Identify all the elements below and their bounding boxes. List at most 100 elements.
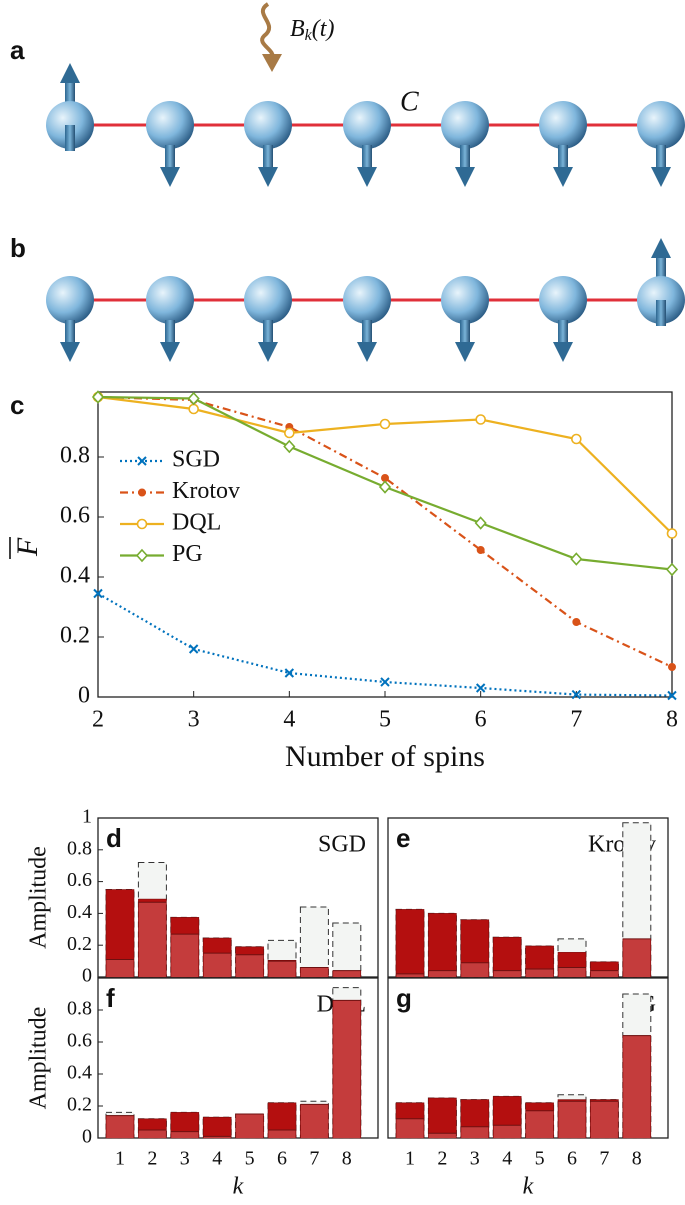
bar-level-fill: [300, 967, 328, 977]
bar-level: [138, 901, 167, 977]
marker-shape: [475, 683, 486, 693]
marker-shape: [667, 690, 677, 701]
bar-level-fill: [428, 970, 456, 977]
x-tick-label: 5: [379, 707, 391, 733]
marker: [284, 668, 295, 678]
y-tick-label: 0.6: [67, 869, 92, 891]
y-tick-label: 0.6: [60, 503, 90, 529]
bar-level-fill: [396, 1118, 424, 1138]
panel-label: f: [106, 983, 115, 1013]
marker-shape: [136, 518, 148, 530]
marker-shape: [283, 439, 296, 454]
spin-arrow-head: [651, 238, 671, 258]
bar-level-fill: [106, 959, 134, 977]
marker: [475, 414, 486, 425]
bar-level-fill: [526, 1110, 554, 1138]
bar-level: [170, 933, 199, 977]
bar-level: [493, 970, 522, 977]
y-tick-label: 0.8: [60, 443, 90, 469]
bar-envelope: [299, 906, 329, 978]
bar-level: [525, 1110, 554, 1138]
bar-level: [525, 968, 554, 977]
marker-shape: [91, 390, 105, 404]
marker: [93, 588, 103, 599]
marker: [188, 644, 199, 654]
spin-shaft: [165, 320, 175, 346]
marker-shape: [571, 689, 582, 700]
spin-arrow-head: [455, 342, 475, 362]
bar-level: [460, 962, 489, 977]
x-tick-label: 3: [470, 1148, 480, 1170]
field-label: Bk(t): [290, 16, 334, 44]
bar-level: [300, 966, 329, 977]
bar-level-fill: [268, 961, 296, 977]
panel-label: d: [106, 823, 122, 853]
spin-shaft: [460, 145, 470, 171]
y-axis-label: Amplitude: [26, 846, 52, 949]
marker: [665, 562, 679, 577]
legend-label: Krotov: [172, 478, 240, 504]
marker-shape: [571, 433, 582, 445]
marker: [379, 418, 391, 430]
marker: [476, 546, 485, 554]
marker: [667, 690, 677, 701]
marker: [188, 403, 199, 415]
bar-level-fill: [623, 1035, 651, 1138]
marker: [136, 518, 148, 530]
marker: [137, 456, 147, 466]
spin: [343, 276, 391, 324]
panel-label: g: [396, 983, 412, 1013]
bar-level-fill: [590, 1101, 618, 1138]
x-tick-label: 6: [277, 1148, 287, 1170]
y-tick-label: 0: [82, 1126, 92, 1148]
spin-shaft: [362, 320, 372, 346]
x-tick-label: 3: [180, 1148, 190, 1170]
spin-arrow-head: [60, 63, 80, 83]
spin-shaft: [558, 145, 568, 171]
marker-shape: [380, 677, 390, 687]
bar-level: [428, 1132, 457, 1138]
bar-level-fill: [171, 934, 199, 977]
bar-level: [268, 1129, 296, 1138]
marker: [187, 391, 200, 406]
bar-level: [493, 1124, 522, 1138]
marker: [135, 548, 149, 563]
spin: [441, 276, 489, 324]
spin: [637, 101, 685, 149]
series-line: [97, 592, 673, 697]
bar-level-fill: [623, 938, 651, 977]
spin-arrow-head: [651, 167, 671, 187]
panel-method: SGD: [318, 832, 366, 858]
spin-shaft: [165, 145, 175, 171]
spin-arrow-head: [160, 342, 180, 362]
x-tick-label: 2: [437, 1148, 447, 1170]
marker: [475, 683, 486, 693]
bar-level-fill: [268, 1130, 296, 1138]
x-axis-label: k: [523, 1174, 534, 1200]
bar-level-fill: [236, 1114, 264, 1138]
bar-level-fill: [138, 1130, 166, 1138]
spin: [343, 101, 391, 149]
marker: [571, 689, 582, 700]
y-tick-label: 0: [78, 683, 90, 709]
bar: [428, 913, 457, 978]
panel-label: b: [10, 233, 26, 263]
marker-shape: [668, 663, 676, 671]
bar-level-fill: [461, 1126, 489, 1138]
y-tick-label: 0.2: [67, 1094, 92, 1116]
spin: [539, 276, 587, 324]
bar-level-fill: [493, 1125, 521, 1138]
y-tick-label: 0.8: [67, 837, 92, 859]
panel-label: e: [396, 823, 410, 853]
marker: [474, 516, 487, 530]
field-arrow: [260, 2, 275, 59]
spin: [46, 276, 94, 324]
y-tick-label: 1: [82, 806, 92, 828]
field-subscript: k: [305, 27, 313, 44]
bar-level-fill: [300, 1104, 328, 1138]
spin-arrow-head: [553, 167, 573, 187]
marker: [284, 427, 295, 439]
spin-arrow-head: [160, 167, 180, 187]
marker: [666, 528, 678, 539]
